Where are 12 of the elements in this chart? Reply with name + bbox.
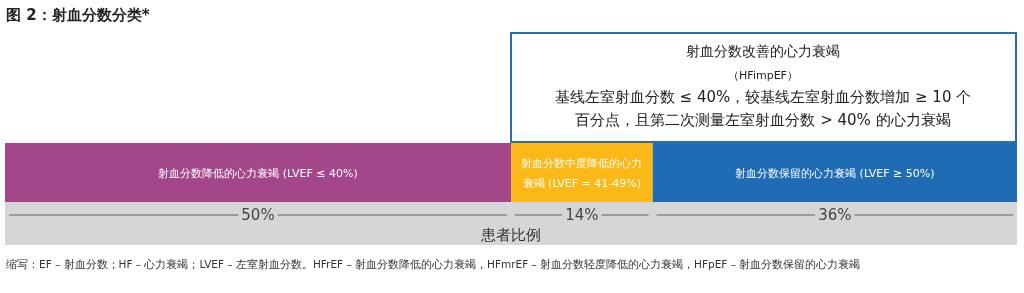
text: 缩写：EF – 射血分数；HF – 心力衰竭；LVEF – 左室射血分数。HFrEF – 射血分数降低的心力衰竭，HFmrEF – 射血分数轻度降低的心力衰竭，HFpEF – 射血分数保留的心力衰竭 — [6, 258, 861, 270]
chart-title: 图 2：射血分数分类* — [6, 6, 150, 24]
series-label: 射血分数保留的心力衰竭 (LVEF ≥ 50%) — [735, 167, 935, 180]
series-label: 射血分数中度降低的心力衰竭 (LVEF = 41-49%) — [521, 157, 643, 190]
series-label: 射血分数降低的心力衰竭 (LVEF ≤ 40%) — [158, 167, 358, 180]
text: 射血分数改善的心力衰竭 — [686, 43, 840, 59]
data-label: 14% — [565, 206, 599, 224]
data-label: 36% — [818, 206, 852, 224]
text: （HFimpEF） — [728, 69, 798, 82]
data-label: 50% — [241, 206, 275, 224]
x-axis-title: 患者比例 — [480, 226, 541, 244]
text: 基线左室射血分数 ≤ 40%，较基线左室射血分数增加 ≥ 10 个百分点，且第二次测量左室射血分数 > 40% 的心力衰竭 — [554, 88, 972, 129]
